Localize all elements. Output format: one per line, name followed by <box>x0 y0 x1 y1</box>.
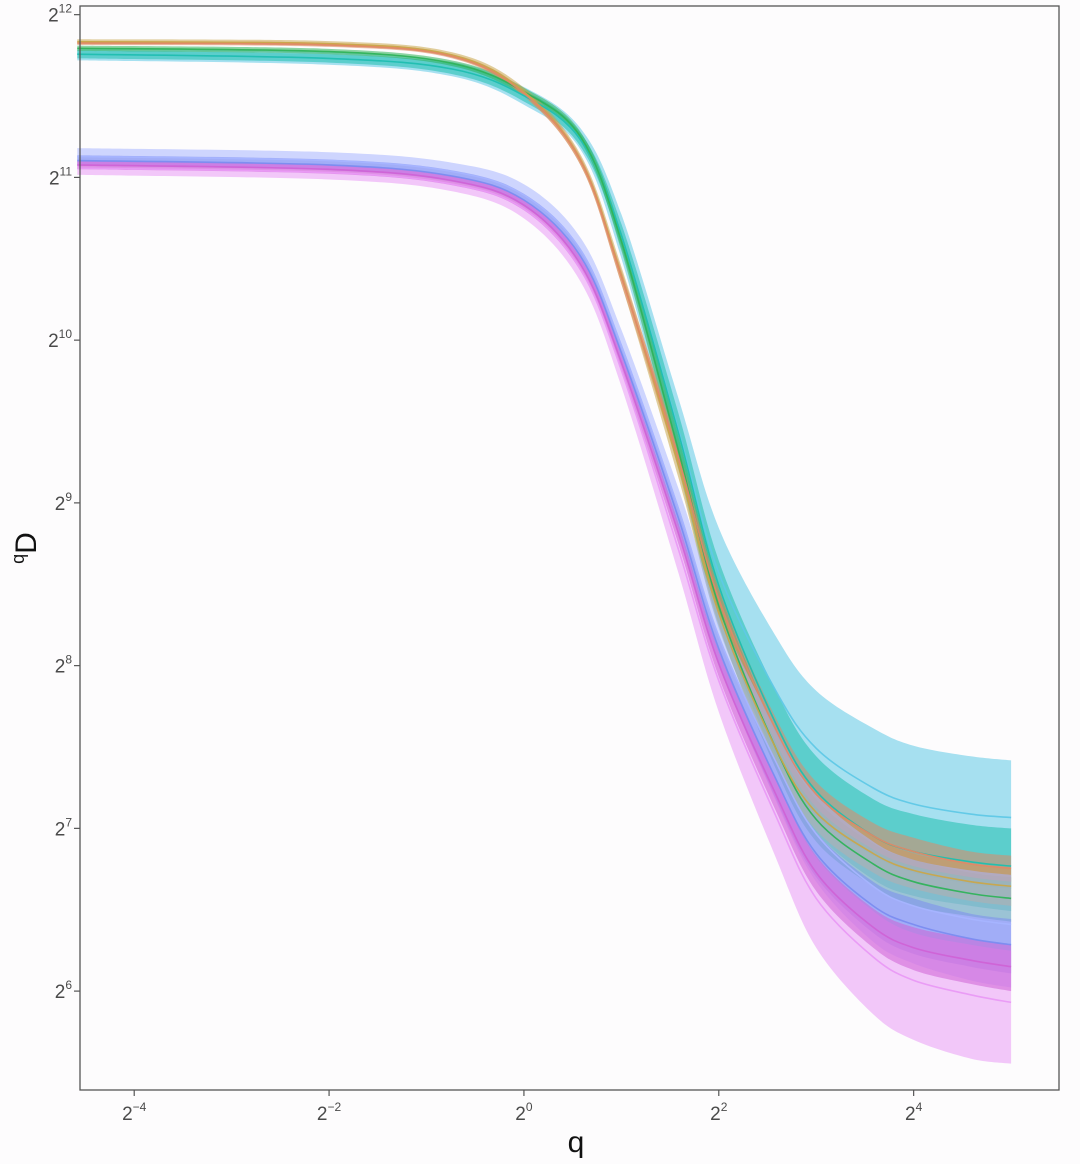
y-tick-label: 29 <box>55 490 73 515</box>
series-line-9 <box>77 164 1012 968</box>
x-axis-title: q <box>568 1126 585 1159</box>
y-tick-label: 28 <box>55 653 73 678</box>
confidence-band-2 <box>77 50 1012 912</box>
confidence-band-7 <box>77 155 1012 974</box>
y-axis-title-superscript: q <box>8 554 28 564</box>
x-tick-label: 2−2 <box>317 1100 342 1125</box>
y-tick-label: 211 <box>49 164 72 189</box>
series-line-6 <box>77 155 1012 926</box>
series-line-4 <box>77 40 1012 888</box>
series-lines <box>77 40 1012 1004</box>
confidence-band-1 <box>77 48 1012 889</box>
y-tick-label: 212 <box>48 2 72 27</box>
series-line-7 <box>77 159 1012 946</box>
plot-border <box>79 5 1060 1091</box>
y-tick-label: 26 <box>55 978 73 1003</box>
x-tick-label: 22 <box>710 1100 728 1125</box>
x-tick-label: 24 <box>905 1100 923 1125</box>
confidence-band-8 <box>77 161 1012 1064</box>
y-axis-ticks: 26 27 28 29 210 211 212 <box>48 2 80 1003</box>
series-line-8 <box>77 167 1012 1004</box>
x-axis-ticks: 2−4 2−2 20 22 24 <box>122 1090 923 1125</box>
y-axis-title-base: D <box>10 532 43 554</box>
x-tick-label: 20 <box>515 1100 533 1125</box>
y-axis-title: qD <box>8 532 43 564</box>
series-line-5 <box>77 42 1012 870</box>
x-tick-label: 2−4 <box>122 1100 147 1125</box>
y-tick-label: 210 <box>48 327 72 352</box>
y-tick-label: 27 <box>55 815 73 840</box>
series-line-3 <box>77 47 1012 900</box>
